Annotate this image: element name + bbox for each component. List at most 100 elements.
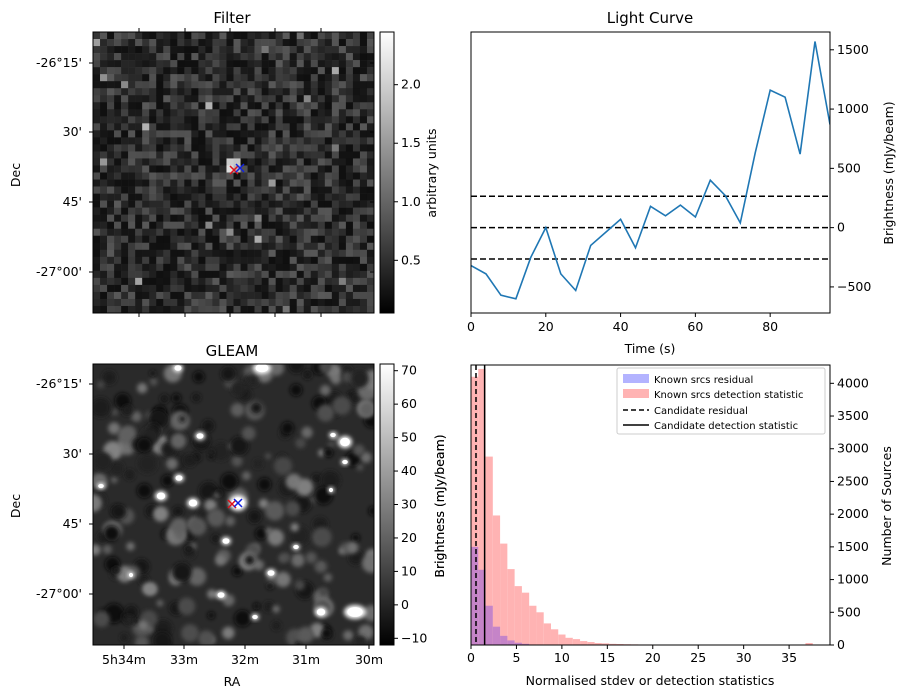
- filter-pixel: [310, 137, 319, 145]
- filter-pixel: [114, 109, 122, 117]
- filter-pixel: [359, 305, 368, 313]
- filter-pixel: [163, 67, 171, 75]
- filter-pixel: [191, 249, 199, 258]
- filter-pixel: [282, 179, 291, 187]
- colorbar-tick-label: 2.0: [401, 77, 421, 92]
- filter-pixel: [205, 263, 213, 272]
- filter-pixel: [212, 60, 220, 68]
- filter-pixel: [296, 46, 305, 54]
- filter-pixel: [212, 249, 220, 258]
- filter-pixel: [303, 221, 312, 230]
- filter-pixel: [170, 95, 178, 103]
- filter-pixel: [205, 298, 213, 307]
- filter-pixel: [254, 298, 262, 307]
- filter-pixel: [310, 284, 319, 293]
- filter-pixel: [352, 130, 361, 138]
- filter-pixel: [191, 298, 199, 307]
- filter-pixel: [212, 109, 220, 117]
- filter-pixel: [100, 305, 108, 313]
- filter-pixel: [219, 60, 227, 68]
- filter-pixel: [261, 200, 269, 208]
- filter-pixel: [121, 53, 129, 61]
- bar-known-residual: [514, 642, 522, 645]
- filter-pixel: [324, 193, 333, 201]
- filter-pixel: [296, 53, 305, 61]
- filter-pixel: [142, 172, 150, 180]
- filter-pixel: [296, 172, 305, 180]
- filter-pixel: [240, 53, 248, 61]
- filter-pixel: [324, 214, 333, 222]
- filter-pixel: [226, 158, 234, 166]
- noise-blob: [142, 582, 155, 596]
- y-tick-label: -27°00': [36, 264, 82, 279]
- filter-pixel: [212, 67, 220, 75]
- filter-pixel: [142, 277, 150, 286]
- filter-pixel: [163, 256, 171, 265]
- filter-pixel: [177, 256, 185, 265]
- filter-pixel: [114, 67, 122, 75]
- filter-pixel: [149, 158, 157, 166]
- filter-pixel: [240, 186, 248, 194]
- filter-pixel: [331, 249, 340, 258]
- filter-pixel: [219, 158, 227, 166]
- filter-pixel: [366, 263, 374, 272]
- filter-pixel: [352, 235, 361, 244]
- filter-pixel: [240, 235, 248, 244]
- filter-pixel: [254, 179, 262, 187]
- noise-blob: [230, 403, 245, 417]
- filter-pixel: [324, 165, 333, 173]
- filter-pixel: [121, 74, 129, 82]
- filter-pixel: [268, 53, 276, 61]
- filter-pixel: [352, 298, 361, 307]
- filter-pixel: [226, 172, 234, 180]
- filter-pixel: [366, 284, 374, 293]
- filter-pixel: [338, 144, 347, 152]
- filter-pixel: [282, 32, 291, 40]
- filter-pixel: [177, 74, 185, 82]
- filter-pixel: [282, 200, 291, 208]
- filter-pixel: [107, 242, 115, 251]
- filter-pixel: [114, 144, 122, 152]
- filter-pixel: [338, 305, 347, 313]
- filter-pixel: [317, 179, 326, 187]
- noise-blob: [102, 544, 113, 555]
- filter-pixel: [324, 116, 333, 124]
- filter-pixel: [121, 137, 129, 145]
- filter-pixel: [275, 263, 283, 272]
- filter-pixel: [303, 214, 312, 222]
- filter-pixel: [184, 277, 192, 286]
- noise-blob: [172, 506, 184, 517]
- filter-pixel: [177, 32, 185, 40]
- filter-pixel: [338, 277, 347, 286]
- colorbar-tick-label: 1.5: [401, 135, 421, 150]
- filter-pixel: [142, 137, 150, 145]
- filter-pixel: [289, 116, 298, 124]
- filter-pixel: [128, 32, 136, 40]
- filter-pixel: [366, 235, 374, 244]
- filter-pixel: [338, 130, 347, 138]
- filter-pixel: [205, 74, 213, 82]
- filter-pixel: [352, 277, 361, 286]
- filter-pixel: [198, 291, 206, 300]
- filter-pixel: [240, 221, 248, 230]
- filter-pixel: [184, 214, 192, 222]
- filter-pixel: [142, 263, 150, 272]
- filter-pixel: [261, 263, 269, 272]
- filter-pixel: [114, 242, 122, 251]
- filter-pixel: [310, 221, 319, 230]
- filter-pixel: [240, 81, 248, 89]
- filter-pixel: [107, 74, 115, 82]
- noise-blob: [294, 580, 305, 591]
- filter-pixel: [331, 74, 340, 82]
- filter-pixel: [219, 123, 227, 131]
- filter-pixel: [338, 88, 347, 96]
- filter-pixel: [198, 151, 206, 159]
- noise-blob: [323, 573, 333, 582]
- filter-pixel: [254, 221, 262, 230]
- noise-blob: [263, 601, 274, 612]
- bar-known-detection: [485, 456, 493, 645]
- filter-pixel: [177, 137, 185, 145]
- filter-pixel: [296, 67, 305, 75]
- filter-pixel: [366, 151, 374, 159]
- filter-pixel: [366, 144, 374, 152]
